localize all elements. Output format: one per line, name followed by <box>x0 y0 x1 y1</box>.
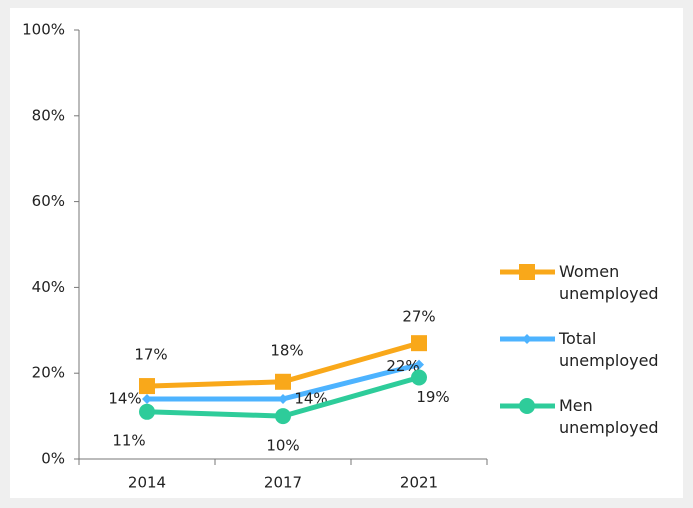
point <box>411 369 427 386</box>
data-label: 14% <box>294 389 327 407</box>
point <box>139 403 155 420</box>
y-tick-label: 80% <box>32 106 65 124</box>
x-tick-label: 2017 <box>264 474 302 492</box>
data-label: 19% <box>416 388 449 406</box>
data-label: 14% <box>108 389 141 407</box>
data-label: 22% <box>386 357 419 375</box>
legend-label: Men unemployed <box>559 396 659 437</box>
y-tick-label: 40% <box>32 278 65 296</box>
point <box>278 393 288 404</box>
data-label: 18% <box>270 341 303 359</box>
y-tick-label: 60% <box>32 192 65 210</box>
point <box>414 359 424 370</box>
chart-area <box>10 8 683 498</box>
point <box>139 378 155 395</box>
x-tick-label: 2021 <box>400 474 438 492</box>
y-tick-label: 0% <box>41 450 65 468</box>
data-label: 17% <box>134 346 167 364</box>
legend-marker <box>519 264 535 280</box>
data-label: 27% <box>402 308 435 326</box>
legend-label: Women unemployed <box>559 262 659 303</box>
point <box>142 393 152 404</box>
point <box>411 335 427 352</box>
x-tick-label: 2014 <box>128 474 166 492</box>
point <box>275 408 291 425</box>
y-tick-label: 100% <box>22 21 65 39</box>
y-tick-label: 20% <box>32 364 65 382</box>
legend-marker <box>519 398 535 414</box>
point <box>275 373 291 390</box>
legend-marker <box>522 334 532 344</box>
data-label: 10% <box>266 437 299 455</box>
data-label: 11% <box>112 431 145 449</box>
legend-label: Total unemployed <box>559 329 659 370</box>
